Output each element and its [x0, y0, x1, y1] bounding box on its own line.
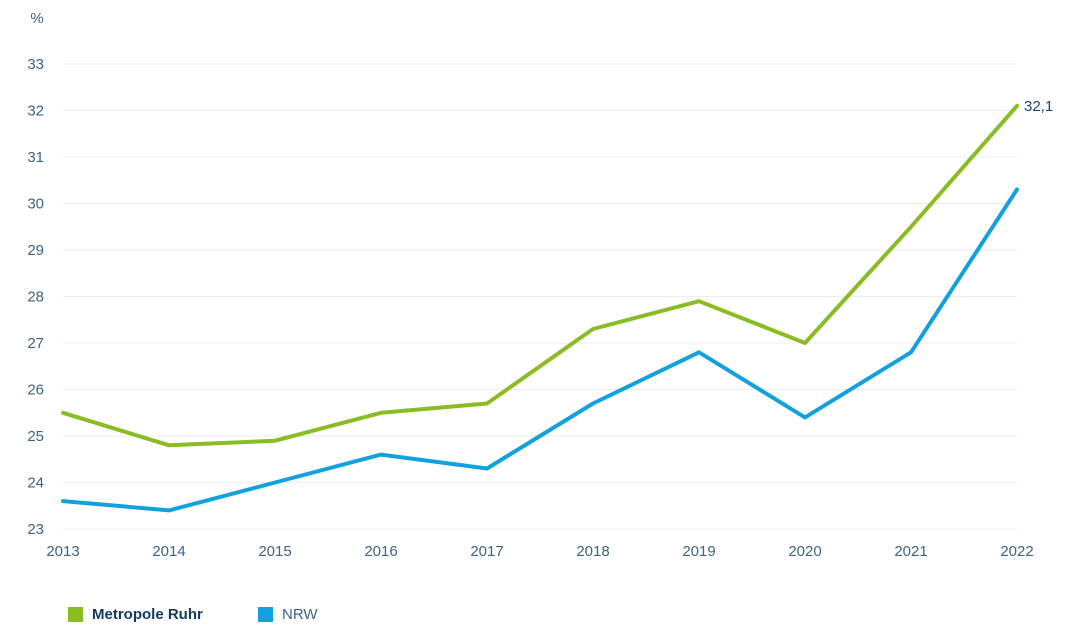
x-tick-label-2020: 2020 — [788, 543, 821, 560]
legend-item-metropole-ruhr[interactable]: Metropole Ruhr — [68, 606, 203, 623]
y-tick-label-27: 27 — [27, 335, 44, 352]
legend-label-metropole-ruhr: Metropole Ruhr — [92, 606, 203, 623]
end-value-label-metropole-ruhr: 32,1 — [1024, 98, 1053, 115]
x-tick-label-2016: 2016 — [364, 543, 397, 560]
x-tick-label-2015: 2015 — [258, 543, 291, 560]
y-tick-label-31: 31 — [27, 149, 44, 166]
x-tick-label-2022: 2022 — [1000, 543, 1033, 560]
y-tick-label-23: 23 — [27, 521, 44, 538]
x-tick-label-2017: 2017 — [470, 543, 503, 560]
y-tick-label-29: 29 — [27, 242, 44, 259]
x-tick-label-2018: 2018 — [576, 543, 609, 560]
series-line-metropole-ruhr — [61, 103, 1019, 448]
legend-swatch-metropole-ruhr — [68, 607, 83, 622]
y-tick-label-24: 24 — [27, 475, 44, 492]
x-tick-label-2013: 2013 — [46, 543, 79, 560]
y-tick-label-25: 25 — [27, 428, 44, 445]
y-tick-label-33: 33 — [27, 56, 44, 73]
x-tick-label-2014: 2014 — [152, 543, 185, 560]
x-tick-label-2019: 2019 — [682, 543, 715, 560]
x-tick-label-2021: 2021 — [894, 543, 927, 560]
legend-swatch-nrw — [258, 607, 273, 622]
y-axis-unit-label: % — [30, 10, 43, 27]
y-tick-label-32: 32 — [27, 103, 44, 120]
legend-label-nrw: NRW — [282, 606, 318, 623]
y-tick-label-30: 30 — [27, 196, 44, 213]
y-tick-label-26: 26 — [27, 382, 44, 399]
y-tick-label-28: 28 — [27, 289, 44, 306]
series-line-nrw — [61, 187, 1019, 513]
legend-item-nrw[interactable]: NRW — [258, 606, 318, 623]
